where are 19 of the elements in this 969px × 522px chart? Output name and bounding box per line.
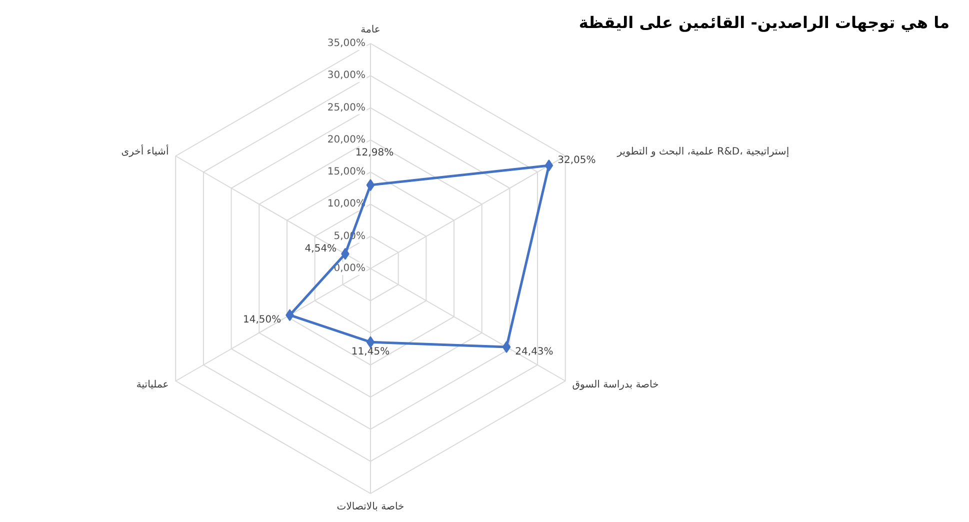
y-tick-label: 20,00%: [327, 134, 366, 146]
spoke-label: عملياتية: [136, 380, 169, 390]
spoke-label: أشياء أخرى: [121, 144, 169, 158]
spoke-label: عامة: [360, 24, 380, 36]
data-label: 4,54%: [304, 243, 337, 254]
data-label: 32,05%: [558, 154, 596, 166]
spoke-label: خاصة بالاتصالات: [336, 502, 404, 512]
chart-title: ما هي توجهات الراصدين- القائمين على اليقظة: [578, 13, 950, 32]
spoke-label: خاصة بدراسة السوق: [572, 380, 659, 390]
y-tick-label: 15,00%: [327, 166, 366, 178]
data-label: 14,50%: [242, 314, 282, 326]
y-tick-label: 35,00%: [327, 38, 366, 49]
y-tick-label: 0,00%: [334, 263, 366, 274]
data-label: 11,45%: [351, 346, 390, 358]
y-tick-label: 25,00%: [327, 102, 366, 114]
spoke-label: علمية، البحث و التطوير R&D، إستراتيجية: [616, 146, 790, 158]
data-label: 12,98%: [355, 148, 394, 159]
y-tick-label: 30,00%: [327, 70, 366, 82]
data-label: 24,43%: [515, 346, 554, 358]
